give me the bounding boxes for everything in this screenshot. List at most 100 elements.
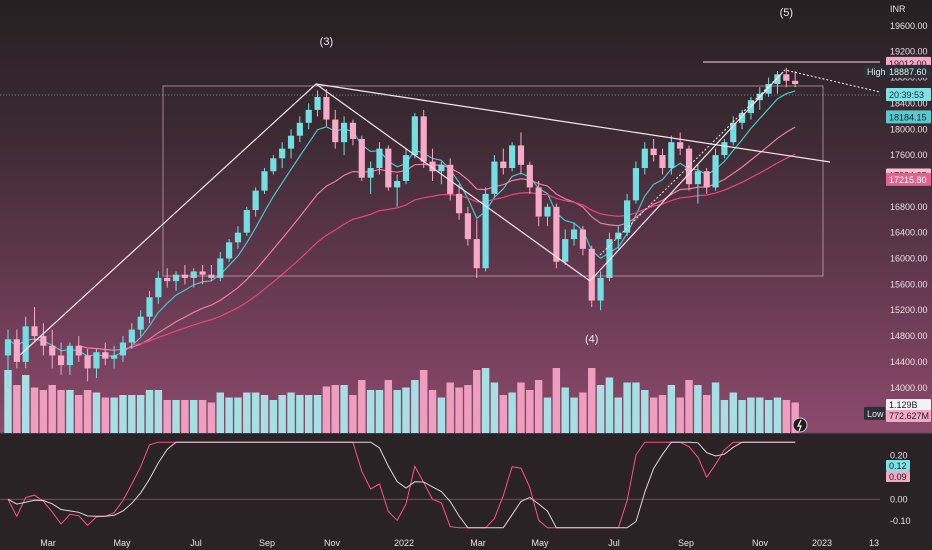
volume-bar	[791, 402, 799, 433]
volume-bar	[685, 380, 693, 433]
candle-body	[217, 258, 224, 278]
price-tags: 19012.00High18887.6020:39:5318184.151728…	[864, 56, 931, 422]
volume-bar	[579, 392, 587, 433]
candle-body	[526, 164, 533, 188]
volume-bar	[756, 397, 764, 433]
volume-bar	[340, 385, 348, 433]
volume-bar	[570, 397, 578, 433]
candle-body	[500, 161, 507, 169]
osc-value-bg	[886, 471, 910, 482]
volume-bar	[66, 390, 74, 433]
candle-body	[243, 210, 250, 233]
volume-bar	[119, 395, 127, 433]
currency-label: INR	[890, 4, 906, 14]
volume-bar	[543, 397, 552, 433]
elliott-wave-drawings[interactable]: (3) (4) (5)	[0, 7, 881, 356]
volume-bar	[269, 400, 278, 433]
volume-bar	[499, 395, 508, 433]
volume-bar	[128, 395, 136, 433]
candle-body	[226, 242, 233, 259]
oscillator-background	[0, 433, 932, 550]
volume-bar	[473, 370, 481, 433]
trend-line	[315, 83, 831, 163]
volume-bar	[676, 397, 684, 433]
osc-fast-line	[7, 441, 796, 529]
volume-bar	[729, 392, 737, 433]
price-tag-bg	[886, 172, 931, 186]
candle-body	[473, 239, 480, 269]
candle-body	[234, 232, 242, 243]
volume-bar	[304, 395, 313, 433]
candle-body	[261, 171, 268, 191]
moving-averages	[7, 90, 796, 357]
candle-body	[464, 213, 472, 240]
price-tag-label: 17215.80	[889, 175, 927, 185]
candle-body	[517, 145, 525, 165]
candle-body	[668, 142, 675, 169]
volume-bar	[623, 382, 631, 433]
volume-bar	[207, 402, 216, 433]
volume-bar	[464, 385, 472, 433]
candle-body	[774, 74, 781, 85]
candle-body	[703, 171, 710, 188]
price-tag-label: 18887.60	[889, 67, 927, 77]
time-tick-label: Mar	[40, 538, 56, 548]
volume-bar	[313, 395, 322, 433]
tag-prefix: Low	[867, 409, 884, 419]
price-tick-label: 18400.00	[890, 98, 928, 108]
volume-tag-bg	[886, 410, 931, 422]
volume-bar	[4, 370, 12, 433]
osc-tick-label: 0.20	[890, 450, 908, 460]
candle-body	[332, 119, 339, 143]
time-tick-label: Mar	[470, 538, 486, 548]
volume-bar	[57, 390, 65, 433]
candle-body	[4, 339, 12, 356]
candle-body	[641, 148, 648, 169]
candle-body	[340, 122, 348, 143]
volume-bar	[331, 385, 339, 433]
candle-body	[694, 171, 701, 185]
candle-body	[119, 342, 127, 356]
volume-bar	[21, 375, 30, 433]
price-tag-label: 18184.15	[889, 112, 927, 122]
volume-bar	[216, 392, 224, 433]
range-box	[162, 85, 824, 277]
time-axis[interactable]: Mar May Jul Sep Nov 2022 Mar May Jul Sep Nov 2023 13	[40, 538, 879, 548]
tag-prefix: High	[867, 67, 886, 77]
time-tick-label: 2022	[394, 538, 414, 548]
candle-body	[730, 122, 737, 143]
candle-body	[677, 142, 684, 149]
candle-body	[93, 352, 100, 369]
candlesticks[interactable]	[4, 67, 799, 388]
volume-bar	[375, 390, 384, 433]
price-tick-label: 18000.00	[890, 124, 928, 134]
volume-bar	[48, 385, 56, 433]
volume-bar	[738, 400, 746, 433]
candle-body	[40, 336, 47, 346]
price-tick-label: 15600.00	[890, 279, 928, 289]
volume-bar	[534, 380, 543, 433]
candle-body	[535, 187, 542, 217]
volume-bar	[508, 392, 516, 433]
volume-bar	[101, 397, 110, 433]
volume-bar	[702, 395, 711, 433]
volume-bar	[163, 400, 171, 433]
volume-bar	[154, 390, 163, 433]
price-tick-label: 19600.00	[890, 21, 928, 31]
wave-label: (3)	[320, 36, 333, 48]
candle-body	[606, 239, 613, 278]
volume-bars	[4, 368, 799, 433]
osc-slow-line	[7, 441, 796, 529]
ema-fast-line	[7, 90, 796, 357]
candle-body	[482, 193, 489, 269]
price-tick-label: 16800.00	[890, 202, 928, 212]
candle-body	[562, 239, 569, 262]
chart-background	[0, 432, 932, 550]
candle-body	[570, 229, 578, 240]
wave-path	[19, 71, 784, 356]
price-tick-label: 14800.00	[890, 331, 928, 341]
tag-prefix-bg	[864, 406, 885, 420]
candle-body	[429, 161, 436, 172]
replay-icon[interactable]	[792, 417, 808, 433]
